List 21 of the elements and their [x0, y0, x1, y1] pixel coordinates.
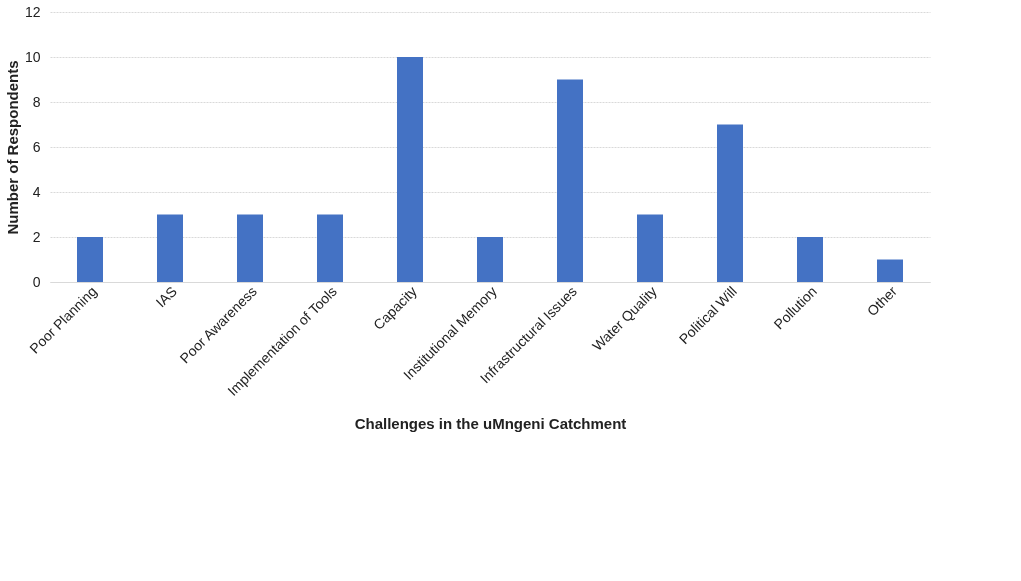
y-axis-title: Number of Respondents — [3, 60, 21, 235]
bar — [237, 214, 263, 282]
y-tick-label: 8 — [32, 93, 41, 110]
x-tick-label: IAS — [152, 283, 180, 311]
y-tick-label: 4 — [32, 183, 41, 200]
y-tick-label: 10 — [24, 48, 41, 65]
bar — [637, 214, 663, 282]
bar — [557, 79, 583, 282]
bar — [477, 237, 503, 282]
y-tick-label: 12 — [24, 3, 41, 20]
y-tick-label: 6 — [32, 138, 41, 155]
bar — [317, 214, 343, 282]
bar — [77, 237, 103, 282]
bar — [397, 57, 423, 282]
bar — [877, 259, 903, 282]
bar — [157, 214, 183, 282]
y-tick-label: 2 — [32, 228, 41, 245]
x-axis-title: Challenges in the uMngeni Catchment — [354, 414, 627, 432]
bar — [717, 124, 743, 282]
bar — [797, 237, 823, 282]
y-tick-label: 0 — [32, 273, 41, 290]
